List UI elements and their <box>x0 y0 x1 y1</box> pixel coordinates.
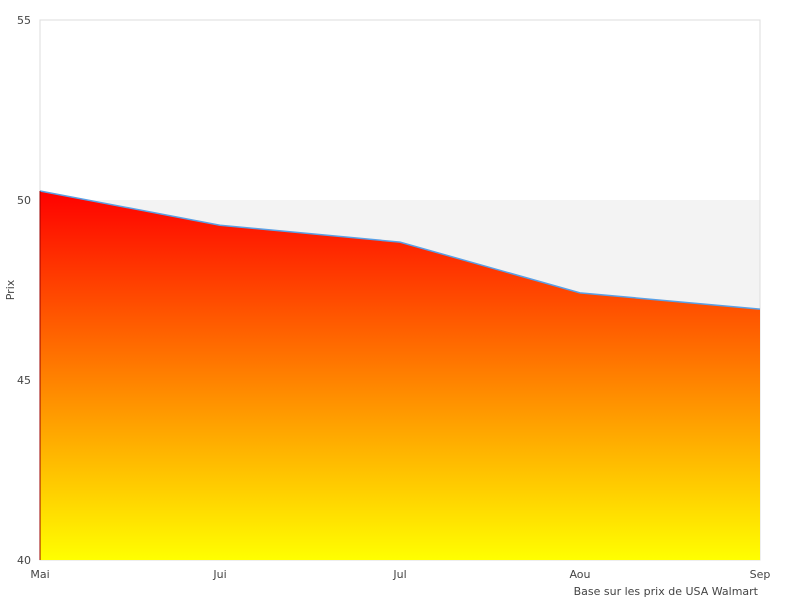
x-tick-label: Jui <box>212 568 226 581</box>
y-tick-label: 40 <box>17 554 31 567</box>
x-tick-label: Jul <box>392 568 406 581</box>
x-tick-label: Sep <box>750 568 771 581</box>
area-fill <box>40 191 760 560</box>
series-line <box>39 190 761 310</box>
y-tick-label: 55 <box>17 14 31 27</box>
x-tick-label: Aou <box>569 568 590 581</box>
x-tick-label: Mai <box>30 568 49 581</box>
x-tick-labels: Mai Jui Jul Aou Sep <box>30 568 770 581</box>
y-tick-label: 45 <box>17 374 31 387</box>
y-tick-label: 50 <box>17 194 31 207</box>
x-axis-label: Base sur les prix de USA Walmart <box>574 585 759 598</box>
y-tick-labels: 40 45 50 55 <box>17 14 31 567</box>
y-axis-label: Prix <box>4 279 17 300</box>
